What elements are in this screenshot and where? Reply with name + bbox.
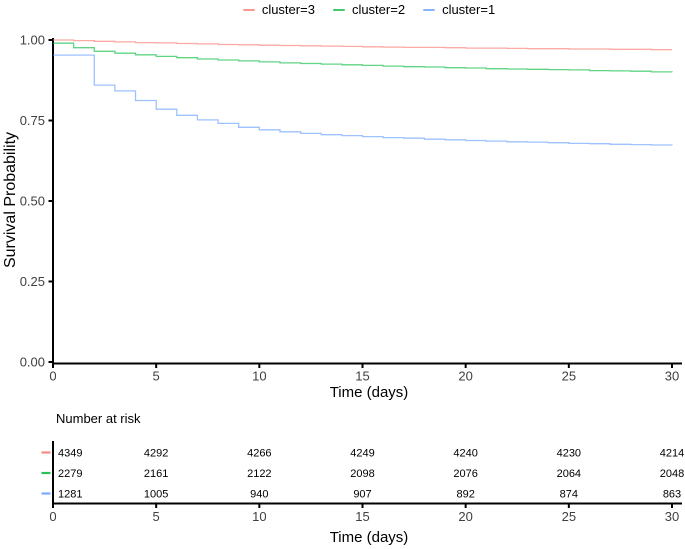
risk-x-tick-label: 5 xyxy=(153,509,160,524)
risk-count: 4240 xyxy=(453,448,477,460)
risk-count: 4249 xyxy=(350,448,374,460)
x-tick-label: 15 xyxy=(355,369,369,384)
x-tick-label: 25 xyxy=(562,369,576,384)
y-tick-label: 0.50 xyxy=(20,194,45,209)
survival-curve-cluster-2 xyxy=(53,42,673,73)
survival-curve-cluster-1 xyxy=(53,54,673,146)
legend-key-dash-icon xyxy=(242,9,255,11)
x-tick-label: 0 xyxy=(49,369,56,384)
risk-count: 2098 xyxy=(350,468,374,480)
legend-item-cluster-1: cluster=1 xyxy=(423,3,495,17)
risk-count: 2161 xyxy=(144,468,168,480)
legend-item-cluster-3: cluster=3 xyxy=(242,2,315,17)
legend-key-dash-icon xyxy=(423,9,436,11)
risk-count: 2122 xyxy=(247,468,271,480)
x-tick-label: 5 xyxy=(153,369,160,384)
risk-count: 1281 xyxy=(58,489,82,501)
risk-count: 907 xyxy=(353,489,371,501)
risk-count: 2279 xyxy=(58,468,82,480)
legend: cluster=3 cluster=2 cluster=1 xyxy=(53,2,685,18)
x-tick-label: 20 xyxy=(458,369,472,384)
risk-count: 4292 xyxy=(144,448,168,460)
risk-count: 2048 xyxy=(660,468,684,480)
risk-x-tick-label: 15 xyxy=(355,509,369,524)
y-tick-label: 1.00 xyxy=(20,33,45,48)
x-tick-label: 10 xyxy=(252,369,266,384)
legend-label: cluster=3 xyxy=(261,2,315,17)
legend-item-cluster-2: cluster=2 xyxy=(332,2,406,17)
risk-count: 940 xyxy=(250,489,268,501)
risk-x-axis-title: Time (days) xyxy=(329,529,409,546)
risk-x-tick-label: 30 xyxy=(665,509,679,524)
risk-x-tick-label: 25 xyxy=(562,509,576,524)
risk-count: 4349 xyxy=(58,448,82,460)
risk-x-tick-label: 10 xyxy=(252,509,266,524)
legend-label: cluster=2 xyxy=(351,2,406,17)
x-tick-label: 30 xyxy=(665,369,679,384)
y-tick-label: 0.00 xyxy=(20,355,45,370)
y-axis-title: Survival Probability xyxy=(2,131,19,269)
risk-count: 2064 xyxy=(557,468,581,480)
y-tick-label: 0.25 xyxy=(20,274,45,289)
risk-count: 2076 xyxy=(453,468,477,480)
y-tick-label: 0.75 xyxy=(20,113,45,128)
risk-count: 1005 xyxy=(144,489,168,501)
survival-curve-cluster-3 xyxy=(53,39,672,51)
risk-count: 863 xyxy=(663,489,681,501)
risk-x-tick-label: 0 xyxy=(49,509,56,524)
risk-count: 4266 xyxy=(247,448,271,460)
x-axis-title: Time (days) xyxy=(329,384,409,401)
legend-label: cluster=1 xyxy=(442,2,496,17)
risk-count: 4230 xyxy=(557,448,581,460)
risk-count: 4214 xyxy=(660,448,684,460)
legend-key-dash-icon xyxy=(332,9,345,11)
risk-count: 892 xyxy=(456,489,474,501)
risk-count: 874 xyxy=(560,489,578,501)
risk-table-title: Number at risk xyxy=(56,411,141,426)
risk-x-tick-label: 20 xyxy=(458,509,472,524)
